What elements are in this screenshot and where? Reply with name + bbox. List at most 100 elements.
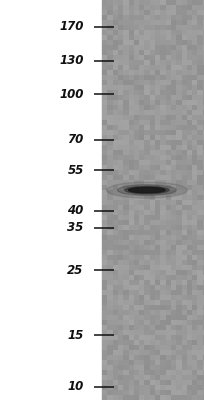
Bar — [166, 260, 171, 265]
Bar — [155, 375, 160, 380]
Bar — [197, 295, 203, 300]
Bar — [171, 35, 176, 40]
Bar — [139, 215, 144, 220]
Bar — [144, 310, 150, 315]
Bar — [134, 275, 139, 280]
Bar — [166, 5, 171, 10]
Bar — [123, 330, 129, 335]
Bar — [107, 185, 113, 190]
Bar — [187, 310, 192, 315]
Bar — [102, 35, 107, 40]
Bar — [176, 75, 182, 80]
Bar — [123, 195, 129, 200]
Bar — [203, 395, 204, 400]
Bar — [182, 160, 187, 165]
Bar — [155, 370, 160, 375]
Bar — [187, 305, 192, 310]
Bar — [187, 230, 192, 235]
Bar — [171, 265, 176, 270]
Bar — [192, 290, 197, 295]
Bar — [203, 125, 204, 130]
Bar — [203, 145, 204, 150]
Bar — [176, 205, 182, 210]
Bar — [187, 0, 192, 5]
Bar — [187, 200, 192, 205]
Bar — [139, 285, 144, 290]
Bar — [160, 395, 166, 400]
Bar — [139, 205, 144, 210]
Bar — [118, 155, 123, 160]
Bar — [139, 130, 144, 135]
Bar — [113, 330, 118, 335]
Bar — [134, 370, 139, 375]
Bar — [113, 280, 118, 285]
Bar — [187, 325, 192, 330]
Bar — [123, 345, 129, 350]
Bar — [107, 205, 113, 210]
Bar — [171, 135, 176, 140]
Bar — [187, 320, 192, 325]
Bar — [166, 255, 171, 260]
Bar — [182, 350, 187, 355]
Bar — [160, 255, 166, 260]
Bar — [187, 85, 192, 90]
Bar — [123, 45, 129, 50]
Bar — [102, 70, 107, 75]
Bar — [192, 105, 197, 110]
Bar — [192, 395, 197, 400]
Bar — [129, 50, 134, 55]
Bar — [129, 0, 134, 5]
Bar — [139, 135, 144, 140]
Bar — [144, 140, 150, 145]
Bar — [118, 40, 123, 45]
Bar — [176, 245, 182, 250]
Bar — [171, 365, 176, 370]
Bar — [144, 160, 150, 165]
Bar — [107, 220, 113, 225]
Bar — [123, 230, 129, 235]
Bar — [107, 340, 113, 345]
Bar — [113, 50, 118, 55]
Bar — [187, 225, 192, 230]
Bar — [192, 110, 197, 115]
Bar — [139, 115, 144, 120]
Bar — [197, 340, 203, 345]
Bar — [123, 120, 129, 125]
Bar — [203, 160, 204, 165]
Bar — [197, 380, 203, 385]
Bar — [144, 390, 150, 395]
Bar — [187, 335, 192, 340]
Bar — [187, 35, 192, 40]
Bar — [166, 135, 171, 140]
Bar — [203, 285, 204, 290]
Text: 55: 55 — [67, 164, 84, 177]
Bar — [166, 175, 171, 180]
Bar — [203, 215, 204, 220]
Bar — [166, 40, 171, 45]
Bar — [166, 55, 171, 60]
Bar — [187, 240, 192, 245]
Bar — [192, 40, 197, 45]
Bar — [144, 70, 150, 75]
Bar — [182, 290, 187, 295]
Bar — [197, 350, 203, 355]
Bar — [129, 300, 134, 305]
Bar — [160, 10, 166, 15]
Bar — [187, 275, 192, 280]
Bar — [166, 275, 171, 280]
Bar — [166, 125, 171, 130]
Bar — [155, 35, 160, 40]
Bar — [134, 225, 139, 230]
Bar — [139, 0, 144, 5]
Bar — [171, 280, 176, 285]
Bar — [192, 15, 197, 20]
Bar — [107, 390, 113, 395]
Bar — [118, 135, 123, 140]
Bar — [171, 20, 176, 25]
Bar — [192, 280, 197, 285]
Bar — [107, 170, 113, 175]
Bar — [150, 155, 155, 160]
Bar — [197, 200, 203, 205]
Bar — [107, 80, 113, 85]
Bar — [187, 180, 192, 185]
